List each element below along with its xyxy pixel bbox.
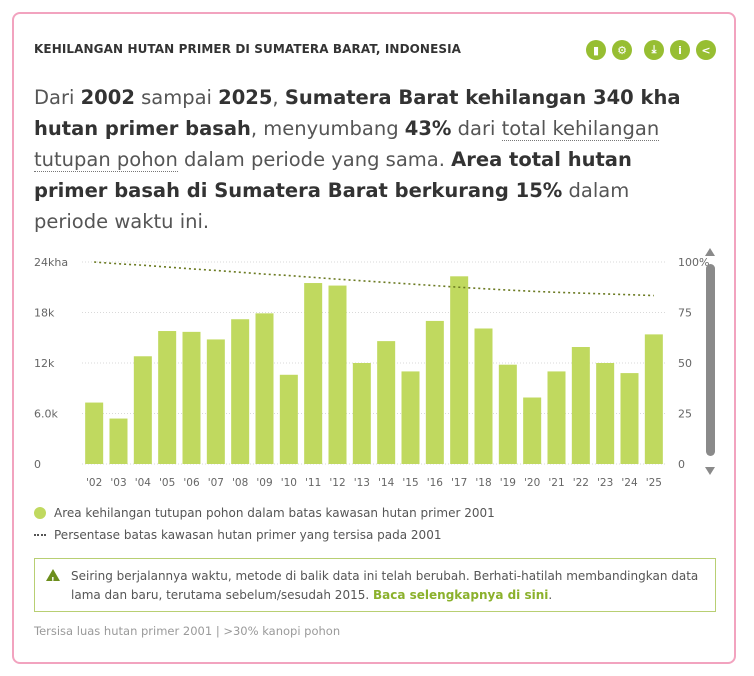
x-tick-label: '10 <box>281 477 297 489</box>
x-tick-label: '15 <box>402 477 418 489</box>
x-tick-label: '04 <box>135 477 152 489</box>
chart-bar <box>182 331 201 464</box>
chart-bar <box>596 363 615 464</box>
widget-title: KEHILANGAN HUTAN PRIMER DI SUMATERA BARA… <box>34 42 462 56</box>
y-left-tick-label: 12k <box>34 357 55 370</box>
legend-bar-swatch <box>34 507 46 519</box>
legend-bar-item[interactable]: Area kehilangan tutupan pohon dalam bata… <box>34 502 495 524</box>
chart-bar <box>328 285 347 464</box>
x-tick-label: '06 <box>183 477 200 489</box>
x-tick-label: '12 <box>329 477 345 489</box>
chart-bar <box>158 331 177 464</box>
chart-bar <box>571 347 590 464</box>
scroll-thumb[interactable] <box>706 264 715 456</box>
x-tick-label: '08 <box>232 477 248 489</box>
x-tick-label: '21 <box>548 477 564 489</box>
x-tick-label: '02 <box>86 477 102 489</box>
x-tick-label: '17 <box>451 477 467 489</box>
loss-chart: 24kha 100% 18k 75 12k 50 6.0k 25 0 0 '02 '03 '04 '05 '… <box>34 248 715 489</box>
chart-bar <box>474 328 493 464</box>
x-tick-label: '14 <box>378 477 395 489</box>
map-icon[interactable]: ▮ <box>586 40 606 60</box>
x-tick-label: '16 <box>427 477 444 489</box>
y-right-tick-label: 0 <box>678 458 685 471</box>
y-right-tick-label: 75 <box>678 307 692 320</box>
widget-card: KEHILANGAN HUTAN PRIMER DI SUMATERA BARA… <box>12 12 736 664</box>
x-tick-label: '03 <box>110 477 126 489</box>
x-tick-label: '09 <box>256 477 272 489</box>
x-tick-label: '05 <box>159 477 175 489</box>
info-icon[interactable]: i <box>670 40 690 60</box>
chart-bar <box>450 276 469 464</box>
remaining-forest-line <box>94 261 654 297</box>
x-tick-label: '22 <box>573 477 589 489</box>
share-icon[interactable]: < <box>696 40 716 60</box>
x-tick-label: '23 <box>597 477 613 489</box>
chart-bar <box>523 397 542 464</box>
chart-bar <box>304 283 323 464</box>
chart-bar <box>279 374 298 464</box>
chart-bar <box>620 373 639 464</box>
scroll-down-icon[interactable] <box>705 467 715 475</box>
chart-bar <box>133 356 152 464</box>
chart-bar <box>206 339 225 464</box>
methodology-warning: ! Seiring berjalannya waktu, metode di b… <box>34 558 716 612</box>
y-right-tick-label: 25 <box>678 408 692 421</box>
chart-bar <box>644 334 663 464</box>
summary-sentence: Dari 2002 sampai 2025, Sumatera Barat ke… <box>34 86 681 233</box>
x-tick-label: '19 <box>500 477 516 489</box>
chart-bar <box>377 341 396 464</box>
chart-scrollbar[interactable] <box>705 248 715 475</box>
legend-line-item[interactable]: Persentase batas kawasan hutan primer ya… <box>34 524 495 546</box>
chart-bar <box>231 319 250 464</box>
y-left-tick-label: 6.0k <box>34 408 58 421</box>
chart-bar <box>547 371 566 464</box>
x-tick-label: '18 <box>475 477 491 489</box>
chart-bar <box>498 364 517 464</box>
read-more-link[interactable]: Baca selengkapnya di sini <box>372 588 549 602</box>
warning-icon: ! <box>46 569 60 585</box>
chart-bar <box>255 313 274 464</box>
scroll-up-icon[interactable] <box>705 248 715 256</box>
x-tick-label: '20 <box>524 477 540 489</box>
y-right-tick-label: 100% <box>678 256 709 269</box>
download-icon[interactable]: ⤓ <box>644 40 664 60</box>
chart-bar <box>85 402 104 464</box>
chart-bar <box>401 371 420 464</box>
x-tick-label: '13 <box>354 477 370 489</box>
x-tick-label: '11 <box>305 477 321 489</box>
y-right-tick-label: 50 <box>678 357 692 370</box>
x-tick-label: '07 <box>208 477 224 489</box>
chart-bar <box>425 320 444 464</box>
chart-bar <box>352 363 371 464</box>
y-left-tick-label: 18k <box>34 307 55 320</box>
chart-bar <box>109 418 128 464</box>
gear-icon[interactable]: ⚙ <box>612 40 632 60</box>
toolbar: ▮ ⚙ ⤓ i < <box>586 40 716 60</box>
y-left-tick-label: 0 <box>34 458 41 471</box>
tree-cover-loss-link[interactable]: total kehilangan tutupan pohon <box>34 117 660 172</box>
legend: Area kehilangan tutupan pohon dalam bata… <box>34 502 495 546</box>
footnote: Tersisa luas hutan primer 2001 | >30% ka… <box>34 624 341 638</box>
legend-line-swatch <box>34 534 46 536</box>
y-left-tick-label: 24kha <box>34 256 68 269</box>
x-tick-label: '25 <box>646 477 662 489</box>
x-tick-label: '24 <box>621 477 638 489</box>
